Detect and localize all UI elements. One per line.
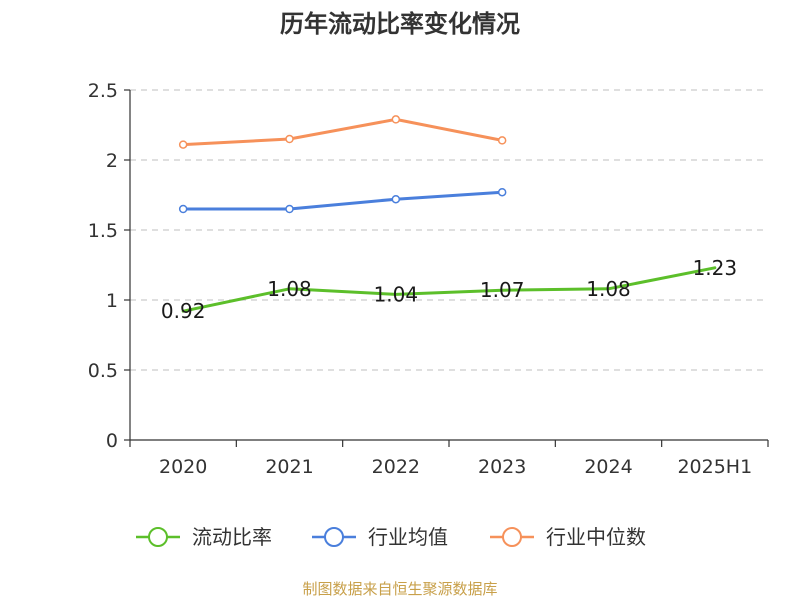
data-label: 1.08 [267,277,312,301]
legend-marker [502,527,522,547]
series-group [178,115,717,313]
x-tick-label: 2021 [265,456,313,478]
legend-marker [148,527,168,547]
series-point-2 [391,115,401,124]
series-point-1 [178,204,188,214]
series-point-1 [285,204,294,214]
y-tick-label: 0.5 [88,360,118,382]
axes: 0 0.5 1 1.5 2 2.5 2020 2021 2022 2023 2024 2025H1 [88,80,769,478]
legend-marker [324,527,344,547]
series-point-2 [285,134,294,144]
legend-label: 行业均值 [368,525,448,549]
series-point-2 [497,136,507,145]
grid-lines [130,89,768,371]
series-line-0 [181,266,717,313]
x-tick-label: 2020 [159,456,207,478]
series-point-1 [497,187,507,197]
data-label: 1.23 [693,256,738,280]
chart-title: 历年流动比率变化情况 [280,10,520,38]
data-label: 1.04 [374,282,419,306]
legend-label: 流动比率 [192,525,272,549]
x-tick-label: 2023 [478,456,526,478]
series-point-2 [178,140,188,149]
y-tick-label: 1.5 [88,220,118,242]
legend-label: 行业中位数 [546,525,646,549]
data-labels: 0.92 1.08 1.04 1.07 1.08 1.23 [161,256,737,323]
data-label: 1.08 [586,277,631,301]
x-tick-label: 2024 [584,456,632,478]
y-tick-label: 2.5 [88,80,118,102]
series-line-1 [181,190,504,211]
source-note: 制图数据来自恒生聚源数据库 [302,580,497,598]
x-tick-label: 2025H1 [677,456,752,478]
y-tick-label: 2 [106,150,118,172]
y-tick-label: 0 [106,430,118,452]
series-point-1 [391,194,401,204]
legend: 流动比率 行业均值 行业中位数 [136,525,646,549]
data-label: 1.07 [480,278,525,302]
data-label: 0.92 [161,299,206,323]
series-line-2 [181,117,504,147]
x-tick-label: 2022 [372,456,420,478]
y-tick-label: 1 [106,290,118,312]
